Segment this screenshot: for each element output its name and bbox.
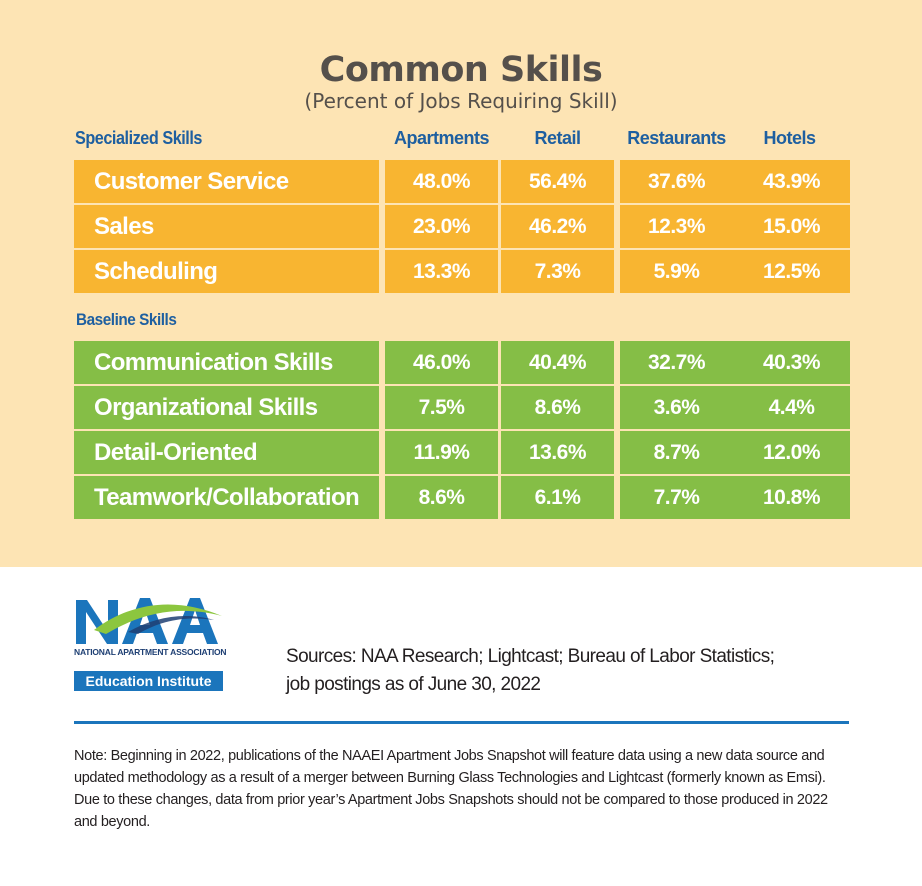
naa-logo <box>76 598 222 644</box>
table-row-sales: Sales 23.0% 46.2% 12.3% 15.0% <box>74 205 850 248</box>
value-cell-apartments: 23.0% <box>385 205 498 248</box>
row-label: Communication Skills <box>74 341 379 384</box>
value-cell-apartments: 46.0% <box>385 341 498 384</box>
row-label: Sales <box>74 205 379 248</box>
sources-line-2: job postings as of June 30, 2022 <box>286 674 541 695</box>
table-row-teamwork-collaboration: Teamwork/Collaboration 8.6% 6.1% 7.7% 10.8% <box>74 476 850 519</box>
logo-swoosh <box>94 604 222 634</box>
value-cell-hotels: 40.3% <box>733 341 850 384</box>
chart-subtitle: (Percent of Jobs Requiring Skill) <box>304 89 618 113</box>
chart-title: Common Skills <box>319 50 603 90</box>
value-cell-hotels: 10.8% <box>733 476 850 519</box>
value-cell-restaurants: 5.9% <box>620 250 733 293</box>
logo-badge: Education Institute <box>74 671 223 691</box>
value-cell-retail: 7.3% <box>501 250 614 293</box>
value-cell-hotels: 15.0% <box>733 205 850 248</box>
value-cell-hotels: 12.5% <box>733 250 850 293</box>
column-header-restaurants: Restaurants <box>627 128 726 148</box>
value-cell-retail: 46.2% <box>501 205 614 248</box>
column-header-retail: Retail <box>534 128 581 148</box>
value-cell-retail: 40.4% <box>501 341 614 384</box>
row-label: Organizational Skills <box>74 386 379 429</box>
row-label: Teamwork/Collaboration <box>74 476 379 519</box>
table-row-scheduling: Scheduling 13.3% 7.3% 5.9% 12.5% <box>74 250 850 293</box>
table-row-detail-oriented: Detail-Oriented 11.9% 13.6% 8.7% 12.0% <box>74 431 850 474</box>
sources-line-1: Sources: NAA Research; Lightcast; Bureau… <box>286 646 775 667</box>
value-cell-restaurants: 37.6% <box>620 160 733 203</box>
row-label: Scheduling <box>74 250 379 293</box>
value-cell-apartments: 13.3% <box>385 250 498 293</box>
section-header-baseline: Baseline Skills <box>76 310 177 329</box>
table-row-customer-service: Customer Service 48.0% 56.4% 37.6% 43.9% <box>74 160 850 203</box>
value-cell-restaurants: 32.7% <box>620 341 733 384</box>
value-cell-restaurants: 12.3% <box>620 205 733 248</box>
value-cell-retail: 6.1% <box>501 476 614 519</box>
row-label: Customer Service <box>74 160 379 203</box>
value-cell-retail: 13.6% <box>501 431 614 474</box>
table-row-organizational-skills: Organizational Skills 7.5% 8.6% 3.6% 4.4% <box>74 386 850 429</box>
value-cell-restaurants: 3.6% <box>620 386 733 429</box>
column-header-hotels: Hotels <box>763 128 816 148</box>
value-cell-restaurants: 7.7% <box>620 476 733 519</box>
value-cell-apartments: 8.6% <box>385 476 498 519</box>
value-cell-hotels: 12.0% <box>733 431 850 474</box>
value-cell-retail: 56.4% <box>501 160 614 203</box>
value-cell-hotels: 43.9% <box>733 160 850 203</box>
value-cell-retail: 8.6% <box>501 386 614 429</box>
section-header-specialized: Specialized Skills <box>75 128 202 148</box>
value-cell-hotels: 4.4% <box>733 386 850 429</box>
column-header-apartments: Apartments <box>393 128 490 148</box>
divider-rule <box>74 721 849 724</box>
logo-letter-a2 <box>172 598 218 644</box>
value-cell-apartments: 7.5% <box>385 386 498 429</box>
value-cell-apartments: 11.9% <box>385 431 498 474</box>
value-cell-restaurants: 8.7% <box>620 431 733 474</box>
logo-swoosh-dark <box>128 616 214 634</box>
row-label: Detail-Oriented <box>74 431 379 474</box>
sources-text: Sources: NAA Research; Lightcast; Bureau… <box>286 643 846 699</box>
value-cell-apartments: 48.0% <box>385 160 498 203</box>
table-row-communication-skills: Communication Skills 46.0% 40.4% 32.7% 40.3% <box>74 341 850 384</box>
logo-tagline: NATIONAL APARTMENT ASSOCIATION <box>74 647 227 657</box>
methodology-note: Note: Beginning in 2022, publications of… <box>74 748 828 830</box>
